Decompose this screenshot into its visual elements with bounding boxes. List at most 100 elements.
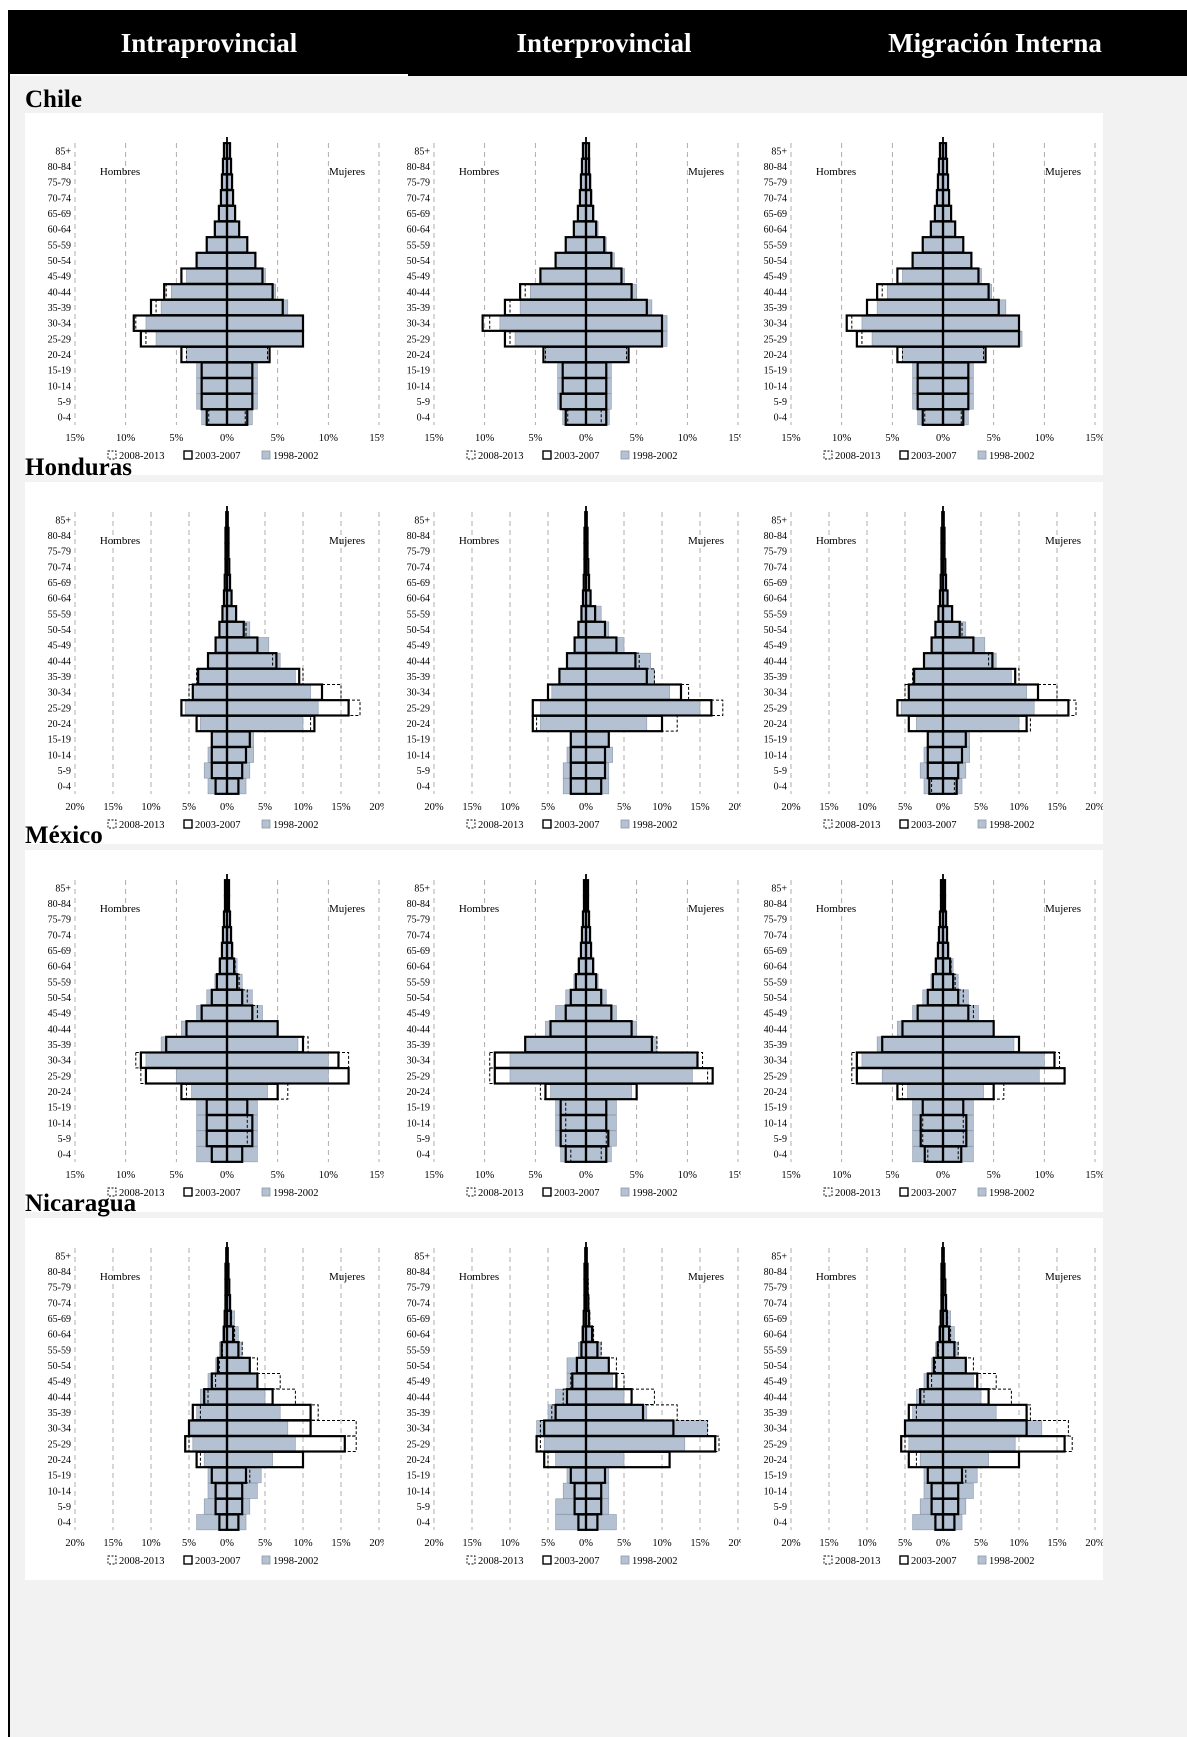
legend-swatch [542,450,552,460]
bar-women-2008-2013 [226,267,263,285]
age-label: 65-69 [48,1314,71,1325]
bar-men-1998-2002 [566,652,587,669]
age-label: 0-4 [417,1518,430,1529]
bar-men-1998-2002 [145,315,228,332]
bar-men-2008-2013 [199,1404,228,1421]
legend-swatch [183,450,193,460]
age-label: 80-84 [764,162,787,173]
bar-women-1998-2002 [226,715,304,732]
bar-men-1998-2002 [188,1420,228,1437]
bar-men-1998-2002 [876,1036,944,1053]
age-label: 20-24 [407,350,430,361]
bar-men-2008-2013 [935,957,944,975]
bar-men-1998-2002 [543,1435,587,1452]
age-label: 80-84 [764,1267,787,1278]
women-label: Mujeres [329,903,365,915]
bar-women-1998-2002 [585,1435,686,1452]
bar-men-1998-2002 [509,1067,587,1084]
pyramid-chart: 20% 15% 10% 5% 0% 5% 10% 15% 20% 0-4 5-9 10-14 15-19… [48,506,387,831]
country-label: Honduras [25,454,132,481]
bar-women-1998-2002 [226,684,311,701]
age-label: 85+ [414,515,430,526]
age-label: 10-14 [407,1486,430,1497]
age-label: 0-4 [774,1518,787,1529]
age-label: 70-74 [407,562,430,573]
x-tick-label: 10% [832,1170,852,1181]
legend-swatch [183,1187,193,1197]
legend-label: 2008-2013 [835,1188,881,1199]
bar-women-1998-2002 [226,1020,278,1037]
bar-men-2008-2013 [509,299,587,316]
legend-swatch [620,819,630,829]
legend-swatch [466,1187,476,1197]
x-tick-label: 10% [319,433,339,444]
bar-men-1998-2002 [562,762,587,779]
bar-women-2008-2013 [942,1325,952,1343]
women-label: Mujeres [329,535,365,547]
age-label: 15-19 [407,366,430,377]
age-label: 35-39 [407,1040,430,1051]
age-label: 5-9 [58,1502,71,1513]
bar-men-1998-2002 [170,283,228,300]
age-label: 80-84 [48,531,71,542]
bar-women-2008-2013 [226,1482,243,1500]
age-label: 5-9 [417,1502,430,1513]
bar-men-2008-2013 [940,879,944,897]
bar-women-1998-2002 [585,699,701,716]
bar-men-1998-2002 [919,1451,944,1468]
age-label: 15-19 [48,1103,71,1114]
bar-men-1998-2002 [555,1514,587,1531]
x-tick-label: 5% [630,433,644,444]
bar-men-1998-2002 [155,330,228,347]
bar-women-1998-2002 [585,268,625,285]
age-label: 40-44 [764,1024,787,1035]
age-label: 50-54 [407,256,430,267]
bar-women-2008-2013 [942,236,964,254]
bar-men-1998-2002 [160,299,228,316]
age-label: 85+ [55,515,71,526]
bar-men-2008-2013 [917,393,944,410]
age-label: 10-14 [764,1486,787,1497]
bar-women-1998-2002 [585,1482,610,1499]
age-label: 50-54 [764,256,787,267]
bar-women-2008-2013 [585,1388,655,1406]
bar-men-1998-2002 [897,1020,944,1037]
bar-men-1998-2002 [559,668,587,685]
age-label: 20-24 [48,1087,71,1098]
age-label: 80-84 [48,162,71,173]
legend-swatch [107,450,117,460]
bar-women-1998-2002 [942,1341,959,1358]
x-tick-label: 10% [500,802,520,813]
age-label: 70-74 [407,193,430,204]
pyramid-chart: 15% 10% 5% 0% 5% 10% 15% 0-4 5-9 10-14 15-19 20-24 2… [407,874,746,1199]
bar-women-2008-2013 [585,142,590,160]
bar-women-2008-2013 [585,1372,625,1390]
pyramid-chart: 15% 10% 5% 0% 5% 10% 15% 0-4 5-9 10-14 15-19 20-24 2… [48,874,387,1199]
age-label: 65-69 [764,1314,787,1325]
x-tick-label: 20% [1085,802,1103,813]
age-label: 30-34 [48,319,71,330]
age-label: 30-34 [48,1424,71,1435]
bar-women-1998-2002 [942,283,992,300]
bar-men-1998-2002 [574,637,587,654]
age-label: 25-29 [764,1071,787,1082]
x-tick-label: 15% [369,433,387,444]
bar-men-2008-2013 [915,1404,944,1421]
bar-men-1998-2002 [912,1130,944,1147]
bar-men-1998-2002 [927,731,944,748]
bar-men-1998-2002 [540,268,587,285]
age-label: 60-64 [764,594,787,605]
bar-men-2008-2013 [550,1020,587,1038]
bar-men-2008-2013 [574,636,587,654]
age-label: 55-59 [407,977,430,988]
bar-men-1998-2002 [206,989,228,1006]
x-tick-label: 5% [974,1538,988,1549]
age-label: 70-74 [48,1298,71,1309]
bar-women-2008-2013 [226,989,248,1006]
age-label: 5-9 [417,1134,430,1145]
bar-men-2008-2013 [224,879,228,897]
bar-women-1998-2002 [942,205,952,222]
legend-swatch [977,450,987,460]
bar-men-1998-2002 [922,236,944,253]
legend-swatch [261,1187,271,1197]
